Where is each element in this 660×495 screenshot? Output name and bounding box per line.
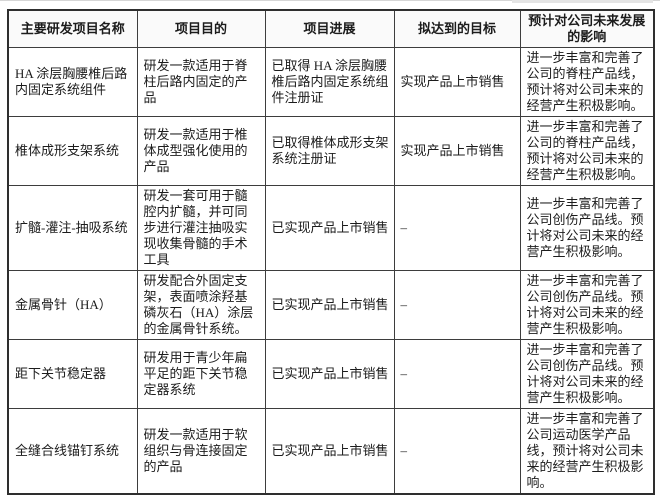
cell-intended-goal: – [393,408,521,495]
cell-future-impact: 进一步丰富和完善了公司的脊柱产品线，预计将对公司未来的经营产生积极影响。 [519,47,655,117]
cell-project-progress: 已实现产品上市销售 [264,185,395,271]
table-row: 扩髓-灌注-抽吸系统 研发一套可用于髓腔内扩髓，并可同步进行灌注抽吸实现收集骨髓… [7,185,655,271]
cell-future-impact: 进一步丰富和完善了公司创伤产品线。预计将对公司未来的经营产生积极影响。 [519,185,655,271]
table-row: 距下关节稳定器 研发用于青少年扁平足的距下关节稳定器系统 已实现产品上市销售 –… [7,339,655,409]
cell-project-progress: 已实现产品上市销售 [264,270,395,340]
cell-intended-goal: 实现产品上市销售 [393,47,521,117]
cell-project-purpose: 研发一款适用于脊柱后路内固定的产品 [136,47,266,117]
cell-project-name: HA 涂层胸腰椎后路内固定系统组件 [7,47,138,117]
cell-project-name: 扩髓-灌注-抽吸系统 [7,185,138,271]
page-crop-artifact-line [0,0,660,1]
cell-project-name: 距下关节稳定器 [7,339,138,409]
cell-future-impact: 进一步丰富和完善了公司创伤产品线。预计将对公司未来的经营产生积极影响。 [519,339,655,409]
page-crop-artifact-smudge [512,0,653,3]
cell-future-impact: 进一步丰富和完善了公司的脊柱产品线，预计将对公司未来的经营产生积极影响。 [519,116,655,186]
cell-project-purpose: 研发一款适用于软组织与骨连接固定的产品 [136,408,266,495]
column-header-future-impact: 预计对公司未来发展的影响 [519,9,655,48]
cell-project-name: 全缝合线锚钉系统 [7,408,138,495]
cell-project-progress: 已实现产品上市销售 [264,408,395,495]
table-row: HA 涂层胸腰椎后路内固定系统组件 研发一款适用于脊柱后路内固定的产品 已取得 … [7,47,655,117]
rd-projects-table: 主要研发项目名称 项目目的 项目进展 拟达到的目标 预计对公司未来发展的影响 H… [7,9,655,495]
cell-intended-goal: – [393,270,521,340]
table-row: 金属骨针（HA） 研发配合外固定支架，表面喷涂羟基磷灰石（HA）涂层的金属骨针系… [7,270,655,340]
cell-future-impact: 进一步丰富和完善了公司运动医学产品线，预计将对公司未来的经营产生积极影响。 [519,408,655,495]
cell-project-name: 椎体成形支架系统 [7,116,138,186]
table-row: 椎体成形支架系统 研发一款适用于椎体成型强化使用的产品 已取得椎体成形支架系统注… [7,116,655,186]
column-header-intended-goal: 拟达到的目标 [393,9,521,48]
cell-project-purpose: 研发用于青少年扁平足的距下关节稳定器系统 [136,339,266,409]
cell-project-name: 金属骨针（HA） [7,270,138,340]
table-row: 全缝合线锚钉系统 研发一款适用于软组织与骨连接固定的产品 已实现产品上市销售 –… [7,408,655,495]
table-header-row: 主要研发项目名称 项目目的 项目进展 拟达到的目标 预计对公司未来发展的影响 [7,9,655,48]
cell-intended-goal: – [393,185,521,271]
cell-project-purpose: 研发配合外固定支架，表面喷涂羟基磷灰石（HA）涂层的金属骨针系统。 [136,270,266,340]
cell-future-impact: 进一步丰富和完善了公司创伤产品线。预计将对公司未来的经营产生积极影响。 [519,270,655,340]
column-header-project-name: 主要研发项目名称 [7,9,138,48]
column-header-project-progress: 项目进展 [264,9,395,48]
cell-project-progress: 已取得 HA 涂层胸腰椎后路内固定系统组件注册证 [264,47,395,117]
cell-intended-goal: – [393,339,521,409]
column-header-project-purpose: 项目目的 [136,9,266,48]
cell-project-progress: 已取得椎体成形支架系统注册证 [264,116,395,186]
cell-project-purpose: 研发一款适用于椎体成型强化使用的产品 [136,116,266,186]
cell-project-purpose: 研发一套可用于髓腔内扩髓，并可同步进行灌注抽吸实现收集骨髓的手术工具 [136,185,266,271]
cell-intended-goal: 实现产品上市销售 [393,116,521,186]
cell-project-progress: 已实现产品上市销售 [264,339,395,409]
